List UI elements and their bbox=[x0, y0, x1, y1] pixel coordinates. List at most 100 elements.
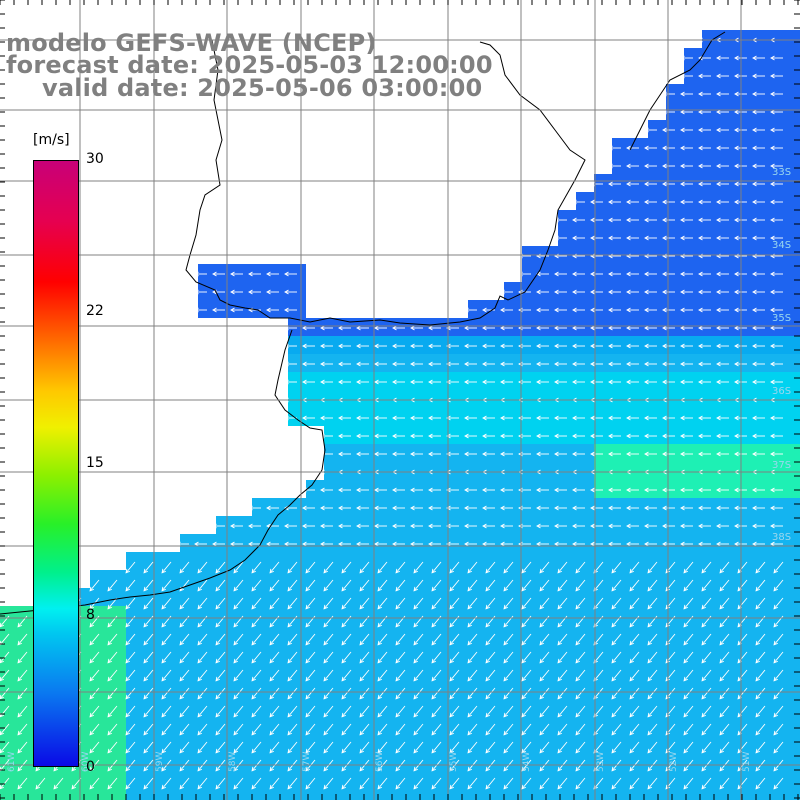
wind-arrow bbox=[89, 579, 100, 592]
wind-speed-cell bbox=[288, 390, 306, 408]
wind-speed-cell bbox=[162, 552, 180, 570]
wind-speed-cell bbox=[576, 714, 594, 732]
wind-arrow-head bbox=[392, 379, 397, 385]
wind-speed-cell bbox=[252, 588, 270, 606]
wind-speed-cell bbox=[378, 534, 396, 552]
wind-arrow-head bbox=[269, 712, 274, 718]
wind-arrow bbox=[719, 741, 730, 754]
wind-arrow-head bbox=[233, 676, 238, 682]
wind-arrow-head bbox=[539, 712, 544, 718]
wind-arrow-head bbox=[539, 766, 544, 772]
wind-arrow-head bbox=[338, 505, 343, 511]
wind-speed-cell bbox=[594, 318, 612, 336]
wind-speed-cell bbox=[504, 300, 522, 318]
wind-speed-cell bbox=[252, 498, 270, 516]
wind-speed-cell bbox=[756, 696, 774, 714]
wind-arrow bbox=[143, 561, 154, 574]
wind-speed-cell bbox=[540, 768, 558, 786]
wind-arrow bbox=[647, 723, 658, 736]
wind-speed-cell bbox=[630, 606, 648, 624]
wind-speed-cell bbox=[432, 354, 450, 372]
wind-speed-cell bbox=[558, 678, 576, 696]
wind-arrow bbox=[125, 741, 136, 754]
wind-arrow-head bbox=[107, 676, 112, 682]
wind-speed-cell bbox=[432, 588, 450, 606]
wind-arrow-head bbox=[392, 433, 397, 439]
wind-arrow-head bbox=[755, 784, 760, 790]
wind-arrow-head bbox=[305, 730, 310, 736]
wind-speed-cell bbox=[342, 390, 360, 408]
wind-speed-cell bbox=[738, 390, 756, 408]
wind-arrow-head bbox=[410, 361, 415, 367]
wind-arrow bbox=[575, 561, 586, 574]
wind-arrow-head bbox=[338, 361, 343, 367]
wind-speed-cell bbox=[540, 390, 558, 408]
wind-arrow-head bbox=[680, 163, 685, 169]
wind-arrow-head bbox=[755, 640, 760, 646]
wind-speed-cell bbox=[792, 228, 800, 246]
wind-speed-cell bbox=[432, 714, 450, 732]
wind-speed-cell bbox=[360, 552, 378, 570]
wind-speed-cell bbox=[306, 516, 324, 534]
wind-arrow bbox=[683, 669, 694, 682]
wind-speed-cell bbox=[630, 408, 648, 426]
wind-arrow-head bbox=[71, 766, 76, 772]
wind-speed-cell bbox=[720, 678, 738, 696]
wind-arrow bbox=[755, 777, 766, 790]
wind-arrow bbox=[647, 777, 658, 790]
wind-speed-cell bbox=[252, 732, 270, 750]
wind-arrow-head bbox=[287, 784, 292, 790]
wind-speed-cell bbox=[288, 372, 306, 390]
wind-arrow bbox=[233, 777, 244, 790]
wind-arrow-head bbox=[485, 640, 490, 646]
wind-speed-cell bbox=[306, 696, 324, 714]
wind-arrow-head bbox=[719, 766, 724, 772]
wind-speed-cell bbox=[666, 426, 684, 444]
wind-speed-cell bbox=[558, 642, 576, 660]
wind-speed-cell bbox=[180, 750, 198, 768]
wind-speed-cell bbox=[486, 588, 504, 606]
wind-arrow-head bbox=[503, 604, 508, 610]
wind-speed-cell bbox=[558, 336, 576, 354]
wind-arrow-head bbox=[503, 748, 508, 754]
wind-speed-cell bbox=[756, 372, 774, 390]
wind-arrow bbox=[143, 633, 154, 646]
wind-arrow-head bbox=[215, 658, 220, 664]
wind-arrow-head bbox=[413, 658, 418, 664]
wind-arrow bbox=[701, 579, 712, 592]
wind-arrow bbox=[485, 633, 496, 646]
wind-arrow-head bbox=[269, 604, 274, 610]
wind-speed-cell bbox=[774, 678, 792, 696]
wind-arrow-head bbox=[449, 766, 454, 772]
wind-arrow-head bbox=[557, 622, 562, 628]
wind-arrow-head bbox=[500, 325, 505, 331]
wind-arrow-head bbox=[341, 586, 346, 592]
wind-speed-cell bbox=[468, 354, 486, 372]
wind-speed-cell bbox=[702, 390, 720, 408]
wind-arrow-head bbox=[716, 289, 721, 295]
wind-arrow-head bbox=[428, 541, 433, 547]
wind-arrow-head bbox=[377, 622, 382, 628]
wind-arrow bbox=[233, 741, 244, 754]
wind-speed-cell bbox=[684, 714, 702, 732]
wind-speed-cell bbox=[630, 318, 648, 336]
wind-speed-cell bbox=[252, 570, 270, 588]
wind-speed-cell bbox=[522, 714, 540, 732]
wind-speed-cell bbox=[504, 426, 522, 444]
wind-arrow-head bbox=[446, 325, 451, 331]
wind-arrow bbox=[251, 669, 262, 682]
wind-arrow-head bbox=[431, 712, 436, 718]
wind-arrow bbox=[575, 579, 586, 592]
wind-arrow bbox=[125, 597, 136, 610]
wind-arrow-head bbox=[716, 325, 721, 331]
wind-speed-cell bbox=[612, 228, 630, 246]
wind-arrow bbox=[359, 705, 370, 718]
wind-speed-cell bbox=[756, 642, 774, 660]
wind-speed-cell bbox=[414, 444, 432, 462]
wind-arrow-head bbox=[143, 784, 148, 790]
wind-arrow bbox=[773, 669, 784, 682]
wind-speed-cell bbox=[414, 354, 432, 372]
wind-arrow bbox=[719, 597, 730, 610]
wind-arrow-head bbox=[773, 604, 778, 610]
